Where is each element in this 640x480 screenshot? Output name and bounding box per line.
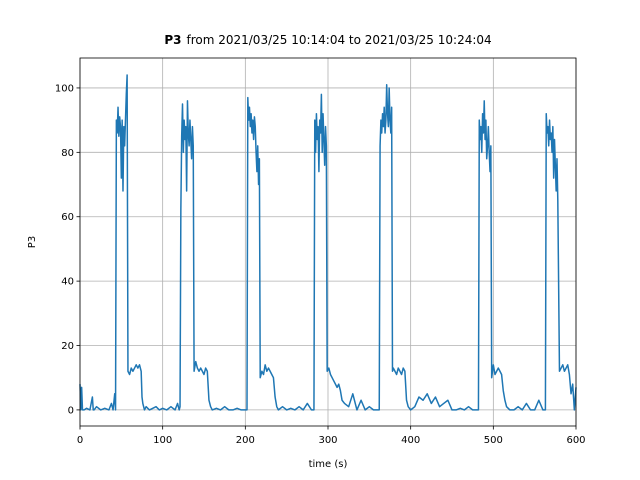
x-tick-label: 0: [77, 435, 83, 446]
x-tick-label: 400: [401, 435, 420, 446]
y-tick-label: 80: [61, 148, 74, 159]
plot: [79, 74, 577, 411]
grid: [79, 58, 577, 426]
title-bold: P3: [164, 33, 181, 47]
x-tick-label: 100: [153, 435, 172, 446]
y-tick-label: 20: [61, 341, 74, 352]
x-tick-label: 600: [566, 435, 585, 446]
y-tick-label: 40: [61, 277, 74, 288]
x-tick-label: 200: [236, 435, 255, 446]
y-tick-label: 60: [61, 212, 74, 223]
x-axis-label: time (s): [309, 459, 348, 470]
y-tick-label: 100: [55, 83, 74, 94]
title-text: from 2021/03/25 10:14:04 to 2021/03/25 1…: [186, 33, 491, 47]
x-tick-label: 300: [318, 435, 337, 446]
x-tick-label: 500: [484, 435, 503, 446]
data-line: [79, 74, 577, 411]
ticks: 0 100 200 300 400 500 600 0 20 40 60 80 100: [55, 83, 586, 446]
y-axis-label: P3: [27, 236, 38, 248]
y-tick-label: 0: [68, 405, 74, 416]
chart-title: P3 from 2021/03/25 10:14:04 to 2021/03/25…: [164, 33, 491, 47]
